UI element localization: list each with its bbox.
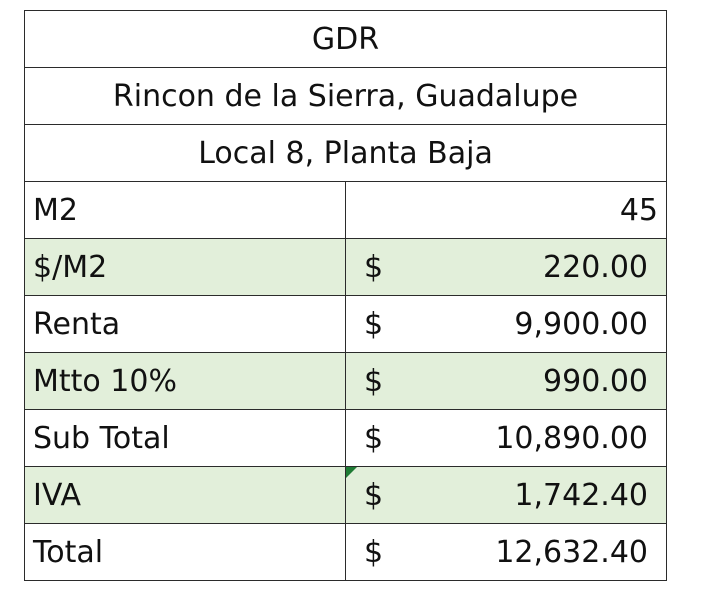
row-value: 10,890.00 bbox=[495, 420, 649, 456]
row-label: Total bbox=[33, 534, 104, 570]
label-cell[interactable]: Sub Total bbox=[24, 409, 346, 467]
label-cell[interactable]: Total bbox=[24, 523, 346, 581]
row-mtto: Mtto 10% $990.00 bbox=[24, 352, 668, 410]
row-iva: IVA $1,742.40 bbox=[24, 466, 668, 524]
value-cell[interactable]: 45 bbox=[344, 181, 668, 239]
currency-symbol: $ bbox=[364, 306, 384, 342]
value-cell[interactable]: $9,900.00 bbox=[344, 295, 668, 353]
row-value: 1,742.40 bbox=[514, 477, 649, 513]
header-row-location: Rincon de la Sierra, Guadalupe bbox=[23, 67, 668, 125]
row-label: Mtto 10% bbox=[33, 363, 177, 399]
currency-symbol: $ bbox=[364, 363, 384, 399]
currency-symbol: $ bbox=[364, 249, 384, 285]
location-text: Rincon de la Sierra, Guadalupe bbox=[112, 78, 579, 114]
row-label: $/M2 bbox=[33, 249, 108, 285]
row-label: Renta bbox=[33, 306, 121, 342]
title-cell[interactable]: GDR bbox=[23, 10, 668, 68]
label-cell[interactable]: M2 bbox=[24, 181, 346, 239]
value-cell[interactable]: $1,742.40 bbox=[344, 466, 668, 524]
row-label: M2 bbox=[33, 192, 78, 228]
row-label: IVA bbox=[33, 477, 81, 513]
unit-text: Local 8, Planta Baja bbox=[198, 135, 493, 171]
row-label: Sub Total bbox=[33, 420, 170, 456]
row-m2: M2 45 bbox=[24, 181, 668, 239]
title-text: GDR bbox=[311, 21, 380, 57]
rent-quote-table: GDR Rincon de la Sierra, Guadalupe Local… bbox=[23, 10, 668, 581]
location-cell[interactable]: Rincon de la Sierra, Guadalupe bbox=[23, 67, 668, 125]
row-price-per-m2: $/M2 $220.00 bbox=[24, 238, 668, 296]
row-value: 12,632.40 bbox=[495, 534, 649, 570]
label-cell[interactable]: Mtto 10% bbox=[24, 352, 346, 410]
label-cell[interactable]: IVA bbox=[24, 466, 346, 524]
value-cell[interactable]: $10,890.00 bbox=[344, 409, 668, 467]
row-subtotal: Sub Total $10,890.00 bbox=[24, 409, 668, 467]
row-value: 9,900.00 bbox=[514, 306, 649, 342]
comment-indicator-icon bbox=[346, 467, 357, 478]
row-renta: Renta $9,900.00 bbox=[24, 295, 668, 353]
unit-cell[interactable]: Local 8, Planta Baja bbox=[23, 124, 668, 182]
value-cell[interactable]: $990.00 bbox=[344, 352, 668, 410]
currency-symbol: $ bbox=[364, 477, 384, 513]
label-cell[interactable]: $/M2 bbox=[24, 238, 346, 296]
currency-symbol: $ bbox=[364, 534, 384, 570]
row-value: 45 bbox=[619, 192, 659, 228]
value-cell[interactable]: $220.00 bbox=[344, 238, 668, 296]
header-row-unit: Local 8, Planta Baja bbox=[23, 124, 668, 182]
label-cell[interactable]: Renta bbox=[24, 295, 346, 353]
row-value: 220.00 bbox=[543, 249, 649, 285]
row-value: 990.00 bbox=[543, 363, 649, 399]
currency-symbol: $ bbox=[364, 420, 384, 456]
row-total: Total $12,632.40 bbox=[24, 523, 668, 581]
value-cell[interactable]: $12,632.40 bbox=[344, 523, 668, 581]
header-row-title: GDR bbox=[23, 10, 668, 68]
